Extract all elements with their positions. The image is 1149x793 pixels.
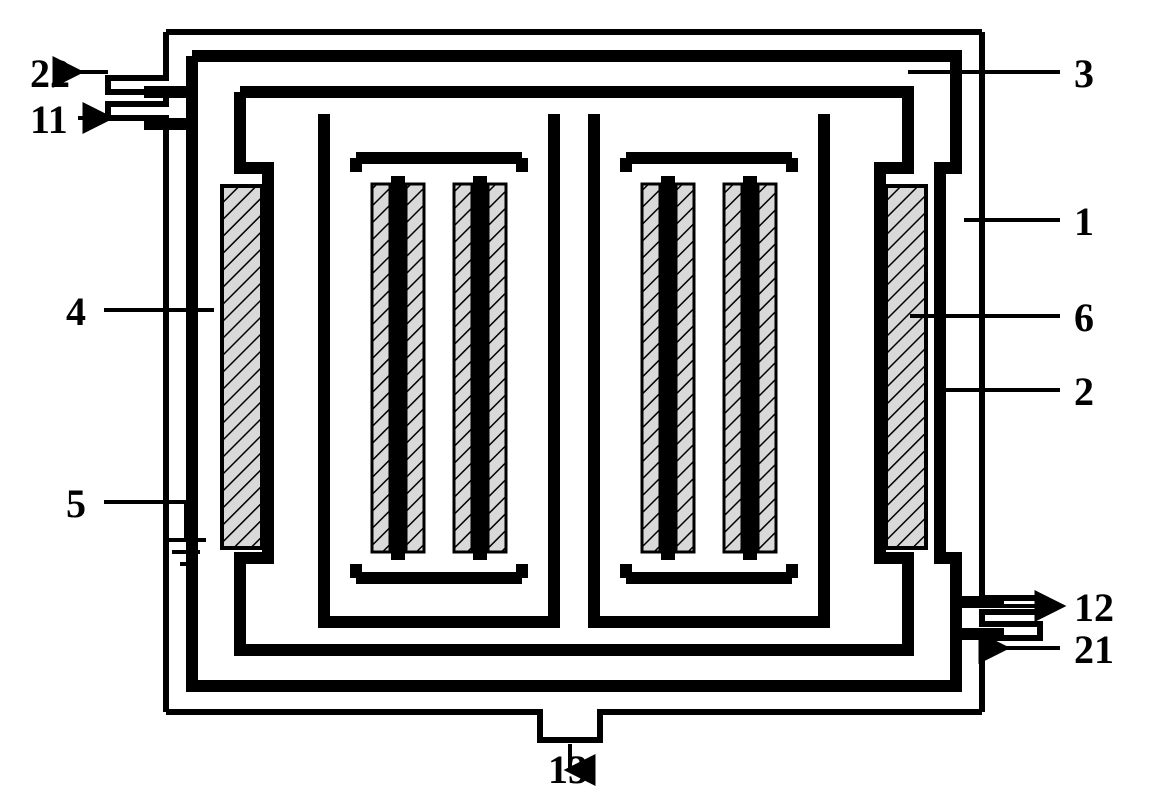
label-5: 5: [66, 480, 86, 527]
label-3: 3: [1074, 50, 1094, 97]
label-2: 2: [1074, 368, 1094, 415]
reactor-diagram: [0, 0, 1149, 790]
left-heater-slab: [222, 186, 262, 548]
right-module: [594, 114, 824, 622]
inner-shell: [144, 56, 1004, 686]
left-module: [324, 114, 554, 622]
label-13: 13: [548, 746, 588, 793]
label-22: 22: [30, 50, 70, 97]
label-4: 4: [66, 288, 86, 335]
label-12: 12: [1074, 584, 1114, 631]
label-11: 11: [30, 96, 68, 143]
label-21: 21: [1074, 626, 1114, 673]
label-1: 1: [1074, 198, 1094, 245]
right-heater-slab: [886, 186, 926, 548]
label-6: 6: [1074, 294, 1094, 341]
